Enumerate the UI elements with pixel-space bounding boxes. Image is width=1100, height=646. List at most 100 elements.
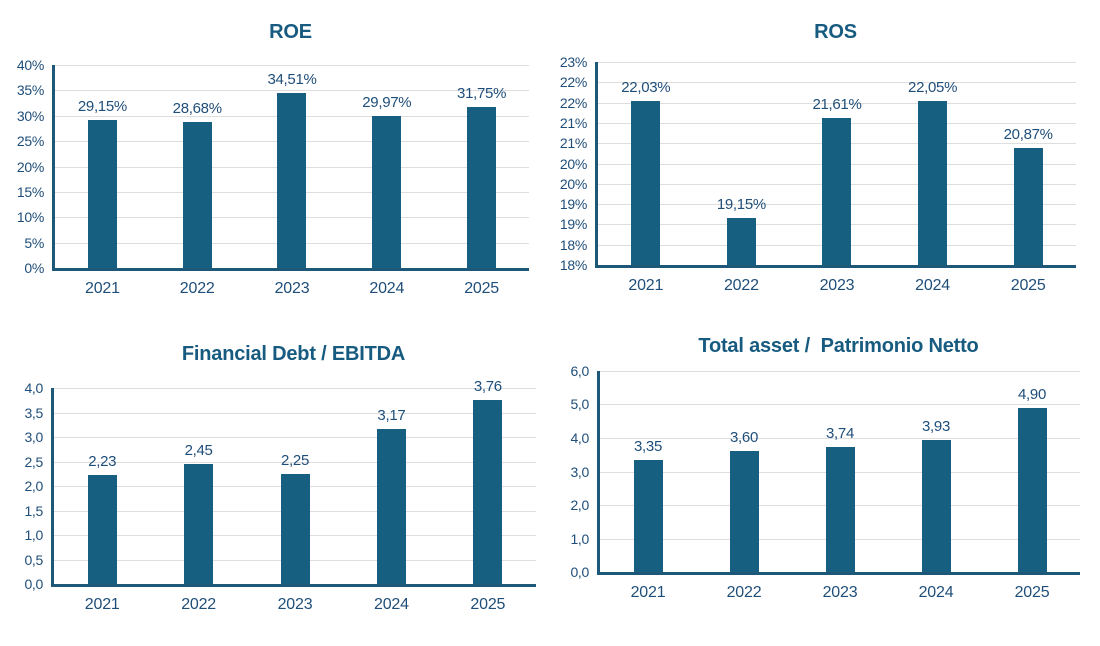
x-tick-label: 2021 xyxy=(628,277,664,294)
bar-slot: 2,23 xyxy=(54,388,150,584)
bar-slot: 21,61% xyxy=(789,62,885,265)
gridline xyxy=(55,90,529,92)
plot-area: 22,03% 19,15% 21,61% 22,05% 20,87% xyxy=(595,62,1076,268)
x-tick-label: 2025 xyxy=(464,280,499,297)
y-tick-label: 21% xyxy=(559,135,587,152)
y-tick-label: 0,0 xyxy=(570,564,589,580)
gridline xyxy=(55,65,529,66)
bar-2021 xyxy=(631,101,661,265)
bar-slot: 29,15% xyxy=(55,65,150,268)
y-tick-label: 1,0 xyxy=(24,527,43,543)
bar-2021 xyxy=(633,459,663,572)
y-tick-label: 18% xyxy=(559,257,587,273)
x-tick-label: 2024 xyxy=(915,277,950,294)
x-tick-label: 2023 xyxy=(277,596,313,613)
bar-2022 xyxy=(729,451,759,572)
y-tick-label: 21% xyxy=(559,114,587,131)
bar-value-label: 19,15% xyxy=(716,196,766,214)
y-tick-label: 3,5 xyxy=(24,404,43,421)
bar-2022 xyxy=(184,463,214,584)
y-tick-label: 23% xyxy=(559,54,587,70)
bar-value-label: 3,60 xyxy=(730,429,758,447)
gridline xyxy=(600,404,1080,406)
x-tick-label: 2025 xyxy=(1014,584,1050,601)
bar-value-label: 21,61% xyxy=(812,96,862,114)
bar-value-label: 3,76 xyxy=(473,377,502,395)
bar-2023 xyxy=(280,473,310,584)
bar-2025 xyxy=(467,106,497,268)
bar-value-label: 3,93 xyxy=(922,418,950,436)
x-tick-label: 2025 xyxy=(470,596,506,613)
y-axis: 4,0 3,5 3,0 2,5 2,0 1,5 1,0 0,5 0,0 xyxy=(2,380,51,592)
bar-value-label: 28,68% xyxy=(172,100,222,118)
y-tick-label: 15% xyxy=(16,183,44,200)
bar-value-label: 22,05% xyxy=(908,78,958,96)
y-tick-label: 0,5 xyxy=(24,551,43,568)
bar-slot: 31,75% xyxy=(434,65,529,268)
y-tick-label: 40% xyxy=(16,57,44,73)
gridline xyxy=(54,461,536,463)
bar-2023 xyxy=(825,446,855,572)
ros-chart: ROS 23% 22% 22% 21% 21% 20% 20% 19% 19% 18% 18% 22… xyxy=(545,8,1076,295)
gridline xyxy=(598,102,1076,104)
x-tick-label: 2023 xyxy=(819,277,855,294)
x-tick-label: 2021 xyxy=(630,584,666,601)
y-tick-label: 20% xyxy=(559,175,587,192)
x-tick-label: 2024 xyxy=(918,584,954,601)
bar-slot: 28,68% xyxy=(150,65,245,268)
y-tick-label: 10% xyxy=(16,209,44,226)
bar-2023 xyxy=(822,118,852,265)
y-tick-label: 19% xyxy=(559,216,587,233)
y-tick-label: 5% xyxy=(24,234,44,251)
bar-value-label: 3,35 xyxy=(634,437,662,455)
x-tick-label: 2022 xyxy=(179,280,215,297)
bar-slot: 3,93 xyxy=(888,371,984,572)
bar-value-label: 34,51% xyxy=(267,70,317,88)
bar-2022 xyxy=(182,122,212,268)
bar-slot: 29,97% xyxy=(339,65,434,268)
bar-value-label: 4,90 xyxy=(1018,385,1046,403)
bar-2023 xyxy=(277,92,307,268)
bar-value-label: 3,17 xyxy=(377,406,406,424)
bar-2025 xyxy=(1013,148,1043,265)
gridline xyxy=(598,82,1076,84)
y-axis: 6,0 5,0 4,0 3,0 2,0 1,0 0,0 xyxy=(545,363,597,580)
x-tick-label: 2023 xyxy=(274,280,310,297)
bar-slot: 22,03% xyxy=(598,62,694,265)
roe-chart: ROE 40% 35% 30% 25% 20% 15% 10% 5% 0% 29,15% 28,6… xyxy=(2,8,529,298)
y-tick-label: 6,0 xyxy=(570,363,589,379)
bar-value-label: 20,87% xyxy=(1003,126,1053,144)
y-tick-label: 25% xyxy=(16,133,44,150)
x-tick-label: 2025 xyxy=(1010,277,1046,294)
gridline xyxy=(600,437,1080,439)
y-tick-label: 22% xyxy=(559,94,587,111)
bar-value-label: 29,97% xyxy=(362,93,412,111)
bar-slots: 22,03% 19,15% 21,61% 22,05% 20,87% xyxy=(598,62,1076,265)
y-tick-label: 4,0 xyxy=(24,380,43,396)
chart-title: ROS xyxy=(814,21,857,43)
y-tick-label: 2,0 xyxy=(24,478,43,494)
y-tick-label: 19% xyxy=(559,196,587,213)
x-tick-label: 2022 xyxy=(181,596,216,613)
bar-value-label: 29,15% xyxy=(77,98,127,116)
y-tick-label: 20% xyxy=(16,158,44,175)
bar-value-label: 22,03% xyxy=(621,79,671,97)
chart-body: 4,0 3,5 3,0 2,5 2,0 1,5 1,0 0,5 0,0 2,23 2,45 2,25… xyxy=(2,378,536,592)
x-tick-label: 2022 xyxy=(723,277,759,294)
bar-2024 xyxy=(376,428,406,584)
y-tick-label: 30% xyxy=(16,107,44,124)
x-axis: 2021 2022 2023 2024 2025 xyxy=(55,271,529,298)
plot-area: 29,15% 28,68% 34,51% 29,97% 31,75% xyxy=(52,65,529,271)
gridline xyxy=(54,388,536,389)
chart-title: Financial Debt / EBITDA xyxy=(181,343,406,365)
gridline xyxy=(598,62,1076,63)
x-axis: 2021 2022 2023 2024 2025 xyxy=(600,575,1080,602)
y-axis: 40% 35% 30% 25% 20% 15% 10% 5% 0% xyxy=(2,57,52,276)
gridline xyxy=(600,371,1080,372)
y-tick-label: 1,0 xyxy=(570,530,589,547)
x-tick-label: 2024 xyxy=(369,280,405,297)
bar-2022 xyxy=(726,218,756,265)
bar-slots: 3,35 3,60 3,74 3,93 4,90 xyxy=(600,371,1080,572)
y-tick-label: 2,0 xyxy=(570,496,589,513)
bar-value-label: 3,74 xyxy=(826,424,854,442)
